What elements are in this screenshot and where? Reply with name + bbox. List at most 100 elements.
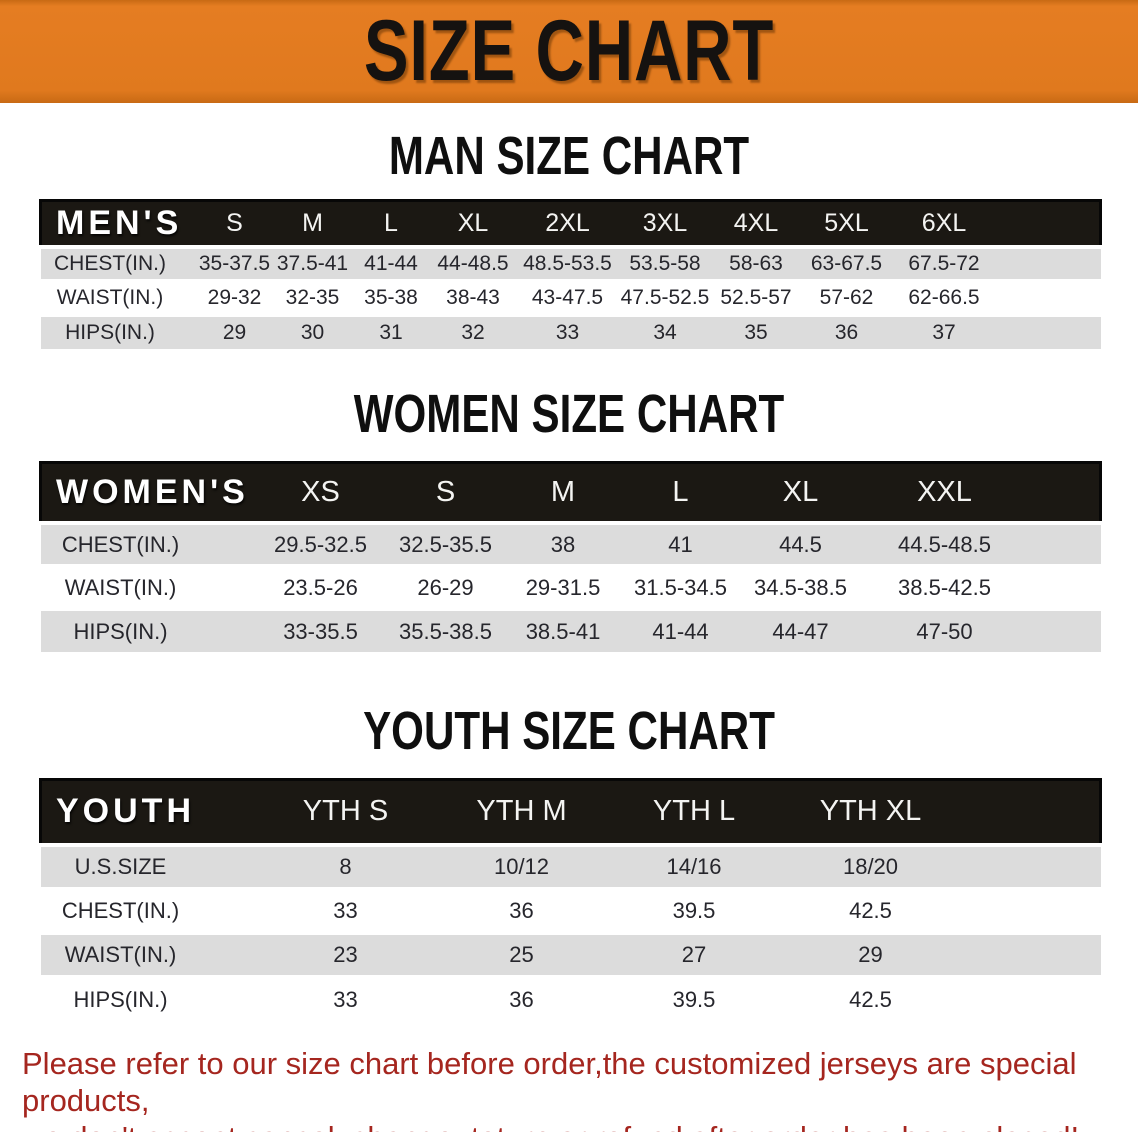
size-value-cell: 36: [509, 897, 534, 923]
size-column-header: 4XL: [733, 208, 779, 237]
size-value-cell: 63-67.5: [810, 251, 883, 275]
measurement-label: U.S.SIZE: [74, 853, 167, 879]
size-value-cell: 44.5-48.5: [898, 531, 991, 557]
table-row: U.S.SIZE 8 10/12 14/16 18/20: [40, 844, 1101, 889]
table-header-row: WOMEN'S XS S M L XL XXL: [40, 462, 1101, 523]
size-value-cell: 39.5: [672, 986, 716, 1012]
men-section-heading-text: MAN SIZE CHART: [388, 126, 750, 186]
banner: SIZE CHART: [0, 0, 1138, 103]
size-value-cell: 29: [858, 941, 883, 967]
size-value-cell: 37: [932, 320, 956, 344]
size-column-header: XS: [301, 475, 340, 508]
size-value-cell: 38.5-41: [525, 618, 601, 644]
size-value-cell: 29.5-32.5: [274, 531, 367, 557]
table-row: HIPS(IN.) 33-35.5 35.5-38.5 38.5-41 41-44 44-…: [40, 609, 1101, 652]
size-value-cell: 38.5-42.5: [898, 574, 991, 600]
size-value-cell: 41-44: [652, 618, 709, 644]
size-column-header: XXL: [917, 475, 972, 508]
size-value-cell: 58-63: [729, 251, 783, 275]
size-value-cell: 47.5-52.5: [620, 285, 710, 309]
size-column-header: YTH M: [476, 795, 567, 828]
size-value-cell: 29: [222, 320, 247, 344]
row-filler: [1029, 609, 1101, 652]
size-value-cell: 8: [339, 853, 352, 879]
size-value-cell: 36: [509, 986, 534, 1012]
header-filler: [997, 201, 1101, 247]
size-value-cell: 35-38: [364, 285, 418, 309]
women-section-heading: WOMEN SIZE CHART: [0, 387, 1138, 441]
size-value-cell: 29-32: [207, 285, 262, 309]
women-size-table: WOMEN'S XS S M L XL XXL CHEST(IN.) 29.5-32.5 32.5…: [39, 461, 1102, 652]
table-group-label: YOUTH: [56, 792, 195, 831]
size-column-header: L: [384, 208, 398, 237]
size-value-cell: 27: [681, 941, 707, 967]
size-value-cell: 34: [653, 320, 677, 344]
size-value-cell: 44-47: [772, 618, 829, 644]
section-youth: YOUTH SIZE CHART YOUTH YTH S YTH M YTH L YTH…: [0, 704, 1138, 1021]
page-title: SIZE CHART: [306, 2, 832, 101]
header-filler: [1029, 462, 1101, 523]
disclaimer: Please refer to our size chart before or…: [0, 1045, 1138, 1132]
table-group-label: WOMEN'S: [56, 472, 249, 511]
youth-size-table: YOUTH YTH S YTH M YTH L YTH XL U.S.SIZE 8 10/12…: [39, 778, 1102, 1021]
size-value-cell: 33-35.5: [283, 618, 358, 644]
size-column-header: M: [550, 475, 576, 508]
size-value-cell: 35.5-38.5: [399, 618, 492, 644]
row-filler: [961, 933, 1101, 977]
table-header-row: MEN'S S M L XL 2XL 3XL 4XL 5XL 6XL: [40, 200, 1101, 247]
table-row: CHEST(IN.) 33 36 39.5 42.5: [40, 888, 1101, 933]
size-value-cell: 32: [461, 320, 485, 344]
size-value-cell: 44.5: [779, 531, 822, 557]
row-filler: [997, 281, 1101, 315]
men-size-table: MEN'S S M L XL 2XL 3XL 4XL 5XL 6XL CHEST(IN.) 35-37…: [39, 199, 1102, 349]
size-column-header: XL: [457, 208, 489, 237]
size-value-cell: 33: [333, 986, 358, 1012]
measurement-label: CHEST(IN.): [54, 251, 166, 275]
measurement-label: WAIST(IN.): [56, 285, 164, 309]
table-row: WAIST(IN.) 29-32 32-35 35-38 38-43 43-47.5 47.…: [40, 280, 1101, 315]
table-row: HIPS(IN.) 33 36 39.5 42.5: [40, 976, 1101, 1021]
measurement-label: CHEST(IN.): [61, 531, 180, 557]
measurement-label: WAIST(IN.): [64, 574, 177, 600]
size-value-cell: 18/20: [842, 853, 899, 879]
size-column-header: 3XL: [642, 208, 688, 237]
measurement-label: WAIST(IN.): [64, 941, 177, 967]
size-column-header: YTH S: [302, 795, 389, 828]
row-filler: [997, 247, 1101, 281]
size-column-header: XL: [782, 475, 819, 508]
row-filler: [997, 315, 1101, 349]
size-column-header: 2XL: [545, 208, 590, 237]
row-filler: [961, 845, 1101, 889]
size-value-cell: 36: [834, 320, 859, 344]
size-value-cell: 52.5-57: [720, 285, 792, 309]
section-women: WOMEN SIZE CHART WOMEN'S XS S M L XL XXL CHEST(…: [0, 387, 1138, 652]
size-column-header: L: [672, 475, 689, 508]
row-filler: [1029, 566, 1101, 609]
size-column-header: M: [302, 208, 323, 237]
size-value-cell: 44-48.5: [437, 251, 509, 275]
size-value-cell: 32.5-35.5: [399, 531, 492, 557]
measurement-label: HIPS(IN.): [73, 618, 168, 644]
size-value-cell: 39.5: [672, 897, 716, 923]
size-value-cell: 10/12: [493, 853, 550, 879]
size-column-header: 6XL: [921, 208, 967, 237]
size-value-cell: 38: [550, 531, 576, 557]
table-row: WAIST(IN.) 23 25 27 29: [40, 932, 1101, 977]
size-value-cell: 67.5-72: [908, 251, 980, 275]
size-value-cell: 33: [333, 897, 358, 923]
men-section-heading: MAN SIZE CHART: [0, 129, 1138, 183]
size-value-cell: 31: [379, 320, 403, 344]
size-value-cell: 37.5-41: [276, 251, 349, 275]
women-section-heading-text: WOMEN SIZE CHART: [353, 383, 785, 444]
measurement-label: HIPS(IN.): [73, 986, 168, 1012]
row-filler: [1029, 523, 1101, 566]
page-title-text: SIZE CHART: [363, 3, 775, 99]
table-row: WAIST(IN.) 23.5-26 26-29 29-31.5 31.5-34.5 34…: [40, 566, 1101, 609]
size-value-cell: 32-35: [285, 285, 340, 309]
row-filler: [961, 889, 1101, 933]
size-value-cell: 23: [333, 941, 358, 967]
table-header-row: YOUTH YTH S YTH M YTH L YTH XL: [40, 779, 1101, 845]
size-value-cell: 25: [509, 941, 534, 967]
size-value-cell: 42.5: [849, 986, 892, 1012]
